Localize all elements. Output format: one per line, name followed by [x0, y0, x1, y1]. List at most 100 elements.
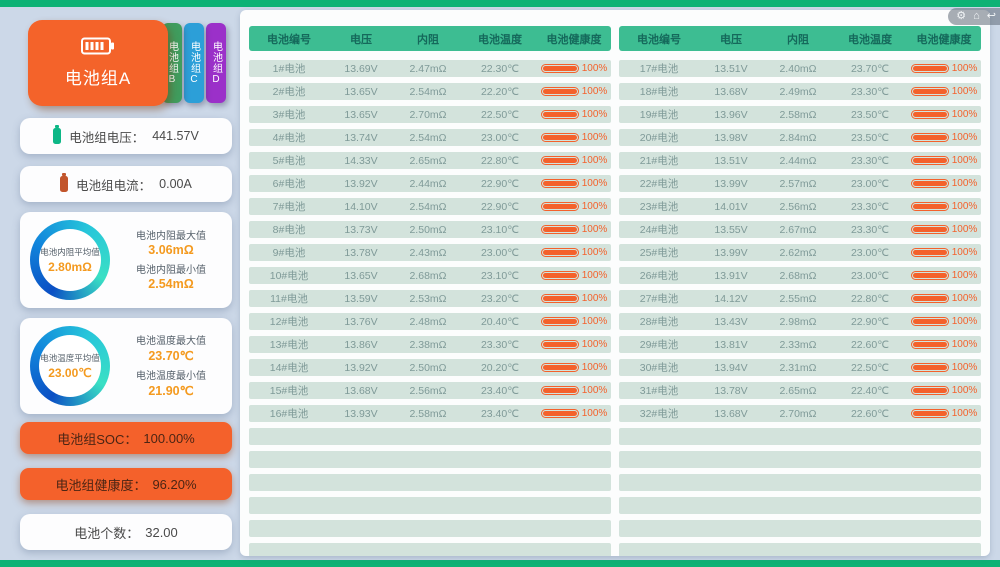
voltage-cell: 13.65V [344, 85, 378, 98]
tab-battery-group-d[interactable]: 电池组D [206, 23, 226, 103]
health-bar [540, 133, 579, 142]
gear-icon[interactable]: ⚙ [956, 10, 967, 22]
empty-table-row [249, 497, 611, 514]
voltage-cell: 13.65V [344, 269, 378, 282]
temperature-cell: 23.40℃ [480, 407, 520, 420]
table-row: 21#电池 13.51V 2.44mΩ 23.30℃ 100% [619, 152, 981, 169]
battery-id-cell: 29#电池 [639, 339, 679, 351]
health-percent: 100% [951, 339, 978, 350]
battery-id-cell: 2#电池 [272, 86, 306, 98]
temperature-cell: 22.60℃ [850, 407, 890, 420]
table-row: 31#电池 13.78V 2.65mΩ 22.40℃ 100% [619, 382, 981, 399]
health-cell: 100% [907, 362, 981, 373]
resistance-cell: 2.67mΩ [779, 223, 817, 236]
temperature-gauge-card: 电池温度平均值 23.00℃ 电池温度最大值 23.70℃ 电池温度最小值 21… [20, 318, 232, 414]
pack-soc-value: 100.00% [143, 430, 195, 446]
table-row: 7#电池 14.10V 2.54mΩ 22.90℃ 100% [249, 198, 611, 215]
health-bar [910, 87, 949, 96]
voltage-cell: 13.68V [344, 384, 378, 397]
pack-soc-card: 电池组SOC： 100.00% [20, 422, 232, 454]
empty-table-row [249, 428, 611, 445]
health-bar [910, 409, 949, 418]
health-cell: 100% [537, 247, 611, 258]
resistance-cell: 2.33mΩ [779, 338, 817, 351]
health-percent: 100% [951, 201, 978, 212]
sidebar: 电池组A 电池组B 电池组C 电池组D 电池组电压： 441.57V 电池组电流… [20, 14, 234, 560]
temperature-cell: 22.40℃ [850, 384, 890, 397]
table-row: 2#电池 13.65V 2.54mΩ 22.20℃ 100% [249, 83, 611, 100]
resistance-gauge-ring: 电池内阻平均值 2.80mΩ [30, 220, 110, 300]
voltage-cell: 13.96V [714, 108, 748, 121]
battery-table-left: 电池编号 电压 内阻 电池温度 电池健康度 1#电池 13.69V 2.47mΩ 22.30℃ 1… [249, 26, 611, 556]
battery-id-cell: 20#电池 [639, 132, 679, 144]
empty-table-row [249, 520, 611, 537]
health-cell: 100% [907, 109, 981, 120]
battery-id-cell: 25#电池 [639, 247, 679, 259]
resistance-cell: 2.56mΩ [779, 200, 817, 213]
resistance-cell: 2.53mΩ [409, 292, 447, 305]
column-header: 电池温度 [848, 33, 892, 46]
health-cell: 100% [537, 270, 611, 281]
temperature-max-value: 23.70℃ [148, 348, 194, 363]
resistance-stats: 电池内阻最大值 3.06mΩ 电池内阻最小值 2.54mΩ [120, 227, 222, 294]
battery-id-cell: 31#电池 [639, 385, 679, 397]
health-bar [540, 386, 579, 395]
battery-id-cell: 15#电池 [269, 385, 309, 397]
back-icon[interactable]: ↩ [986, 10, 996, 22]
voltage-cell: 13.68V [714, 85, 748, 98]
temperature-cell: 22.50℃ [850, 361, 890, 374]
temperature-cell: 22.20℃ [480, 85, 520, 98]
voltage-cell: 13.51V [714, 154, 748, 167]
temperature-cell: 23.10℃ [480, 223, 520, 236]
health-bar [910, 156, 949, 165]
tab-battery-group-a[interactable]: 电池组A [28, 20, 168, 106]
column-header: 电池温度 [478, 33, 522, 46]
table-row: 8#电池 13.73V 2.50mΩ 23.10℃ 100% [249, 221, 611, 238]
temperature-cell: 22.80℃ [480, 154, 520, 167]
temperature-cell: 22.90℃ [480, 200, 520, 213]
health-bar [910, 179, 949, 188]
health-percent: 100% [951, 109, 978, 120]
tab-battery-group-c[interactable]: 电池组C [184, 23, 204, 103]
health-percent: 100% [581, 132, 608, 143]
resistance-cell: 2.43mΩ [409, 246, 447, 259]
voltage-cell: 14.01V [714, 200, 748, 213]
battery-id-cell: 17#电池 [639, 63, 679, 75]
resistance-cell: 2.68mΩ [779, 269, 817, 282]
battery-id-cell: 26#电池 [639, 270, 679, 282]
temperature-cell: 23.30℃ [850, 154, 890, 167]
resistance-max-label: 电池内阻最大值 [136, 230, 206, 242]
health-cell: 100% [537, 86, 611, 97]
empty-table-row [619, 497, 981, 514]
home-icon[interactable]: ⌂ [973, 10, 980, 22]
table-row: 3#电池 13.65V 2.70mΩ 22.50℃ 100% [249, 106, 611, 123]
voltage-cell: 14.33V [344, 154, 378, 167]
temperature-max-label: 电池温度最大值 [136, 335, 206, 347]
battery-id-cell: 27#电池 [639, 293, 679, 305]
table-row: 13#电池 13.86V 2.38mΩ 23.30℃ 100% [249, 336, 611, 353]
health-bar [910, 248, 949, 257]
battery-id-cell: 18#电池 [639, 86, 679, 98]
health-bar [540, 294, 579, 303]
empty-table-row [619, 520, 981, 537]
table-row: 25#电池 13.99V 2.62mΩ 23.00℃ 100% [619, 244, 981, 261]
voltage-cell: 13.73V [344, 223, 378, 236]
health-cell: 100% [907, 86, 981, 97]
battery-count-card: 电池个数： 32.00 [20, 514, 232, 550]
voltage-cell: 13.59V [344, 292, 378, 305]
temperature-cell: 22.50℃ [480, 108, 520, 121]
battery-id-cell: 22#电池 [639, 178, 679, 190]
health-cell: 100% [907, 316, 981, 327]
health-percent: 100% [581, 316, 608, 327]
table-row: 6#电池 13.92V 2.44mΩ 22.90℃ 100% [249, 175, 611, 192]
health-bar [540, 248, 579, 257]
resistance-cell: 2.70mΩ [779, 407, 817, 420]
health-bar [540, 64, 579, 73]
health-percent: 100% [951, 178, 978, 189]
table-row: 27#电池 14.12V 2.55mΩ 22.80℃ 100% [619, 290, 981, 307]
health-cell: 100% [907, 178, 981, 189]
table-row: 11#电池 13.59V 2.53mΩ 23.20℃ 100% [249, 290, 611, 307]
temperature-cell: 23.50℃ [850, 108, 890, 121]
health-cell: 100% [537, 385, 611, 396]
column-header: 内阻 [787, 33, 809, 46]
